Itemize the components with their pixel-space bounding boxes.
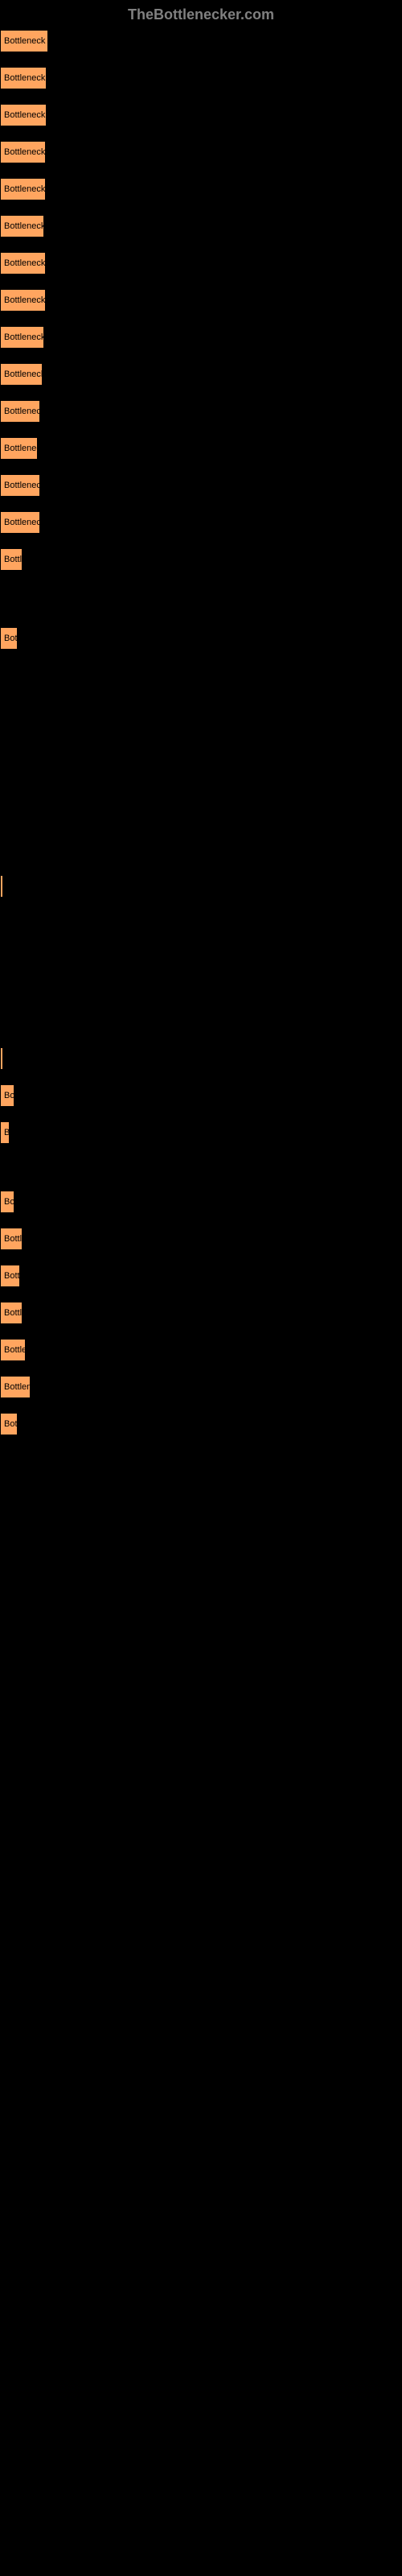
bar-row: Bottle (0, 1339, 402, 1361)
bar-row: Bottleneck r (0, 215, 402, 237)
bar-row: Bottlenec (0, 437, 402, 460)
bar-row: Bottleneck res (0, 30, 402, 52)
bar-row: Bottleneck re (0, 67, 402, 89)
chart-bar: Bottlenec (0, 437, 38, 460)
bar-row: Bottleneck (0, 511, 402, 534)
bar-row: Bott (0, 1265, 402, 1287)
bar-row: Bot (0, 627, 402, 650)
chart-bar: Bottleneck re (0, 141, 46, 163)
chart-bar: Bottleneck re (0, 178, 46, 200)
bar-row: Bottlen (0, 1376, 402, 1398)
chart-bar: Bottleneck re (0, 289, 46, 312)
chart-bar: Bottleneck (0, 400, 40, 423)
bar-row: Bottl (0, 1302, 402, 1324)
chart-bar: Bot (0, 1413, 18, 1435)
chart-bar: Bo (0, 1191, 14, 1213)
bar-row: Bot (0, 1413, 402, 1435)
chart-bar: Bottleneck res (0, 30, 48, 52)
bar-row: Bottleneck re (0, 252, 402, 275)
bar-row: Bottleneck re (0, 104, 402, 126)
chart-bar: Bottleneck (0, 474, 40, 497)
bar-row: Bottleneck e (0, 363, 402, 386)
chart-bar: Bottleneck r (0, 326, 44, 349)
chart-bar: B (0, 1121, 10, 1144)
chart-bar (0, 875, 3, 898)
bar-row: Bottleneck re (0, 289, 402, 312)
chart-bar: Bottl (0, 1228, 23, 1250)
bar-row: Bottl (0, 1228, 402, 1250)
page-title: TheBottlenecker.com (0, 0, 402, 30)
chart-bar: Bottlen (0, 1376, 31, 1398)
chart-bar: Bottleneck (0, 511, 40, 534)
chart-bar: Bottl (0, 548, 23, 571)
chart-bar: Bottleneck r (0, 215, 44, 237)
chart-bar: Bo (0, 1084, 14, 1107)
bar-row: Bo (0, 1191, 402, 1213)
bar-row: Bottleneck (0, 474, 402, 497)
chart-bar: Bottleneck re (0, 67, 47, 89)
bar-row: Bottleneck (0, 400, 402, 423)
bar-row (0, 1047, 402, 1070)
bar-chart: Bottleneck res Bottleneck re Bottleneck re… (0, 30, 402, 1435)
bar-row: Bottleneck re (0, 178, 402, 200)
chart-bar: Bottleneck e (0, 363, 43, 386)
bar-row: Bottleneck re (0, 141, 402, 163)
bar-row: Bottleneck r (0, 326, 402, 349)
chart-bar: Bot (0, 627, 18, 650)
chart-bar: Bottleneck re (0, 104, 47, 126)
chart-bar: Bottle (0, 1339, 26, 1361)
chart-bar: Bottleneck re (0, 252, 46, 275)
bar-row (0, 875, 402, 898)
bar-row: B (0, 1121, 402, 1144)
chart-bar: Bottl (0, 1302, 23, 1324)
chart-bar: Bott (0, 1265, 20, 1287)
bar-row: Bottl (0, 548, 402, 571)
chart-bar (0, 1047, 3, 1070)
bar-row: Bo (0, 1084, 402, 1107)
